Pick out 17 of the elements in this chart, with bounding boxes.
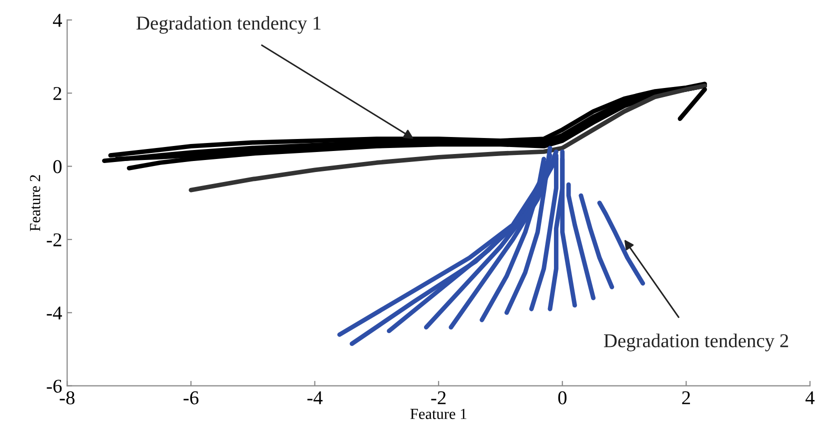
y-tick-label: -2 [46, 233, 62, 246]
x-tick-label: -4 [307, 391, 323, 404]
y-tick-label: 2 [53, 87, 62, 100]
x-tick-label: 0 [558, 391, 566, 404]
annotation: Degradation tendency 2 [604, 334, 788, 352]
x-tick-label: -8 [60, 391, 75, 404]
x-tick-label: -6 [184, 391, 198, 404]
x-tick-label: 4 [806, 391, 815, 404]
x-tick-label: 2 [682, 391, 690, 404]
y-tick-label: -6 [46, 380, 62, 393]
y-tick-label: -4 [46, 306, 62, 320]
y-tick-label: 4 [52, 14, 62, 27]
x-tick-label: -2 [431, 391, 446, 404]
annotation: Degradation tendency 1 [136, 16, 321, 34]
y-tick-label: 0 [53, 160, 62, 174]
y-axis-title: Feature 2 [30, 175, 40, 232]
x-axis-title: Feature 1 [410, 408, 466, 420]
